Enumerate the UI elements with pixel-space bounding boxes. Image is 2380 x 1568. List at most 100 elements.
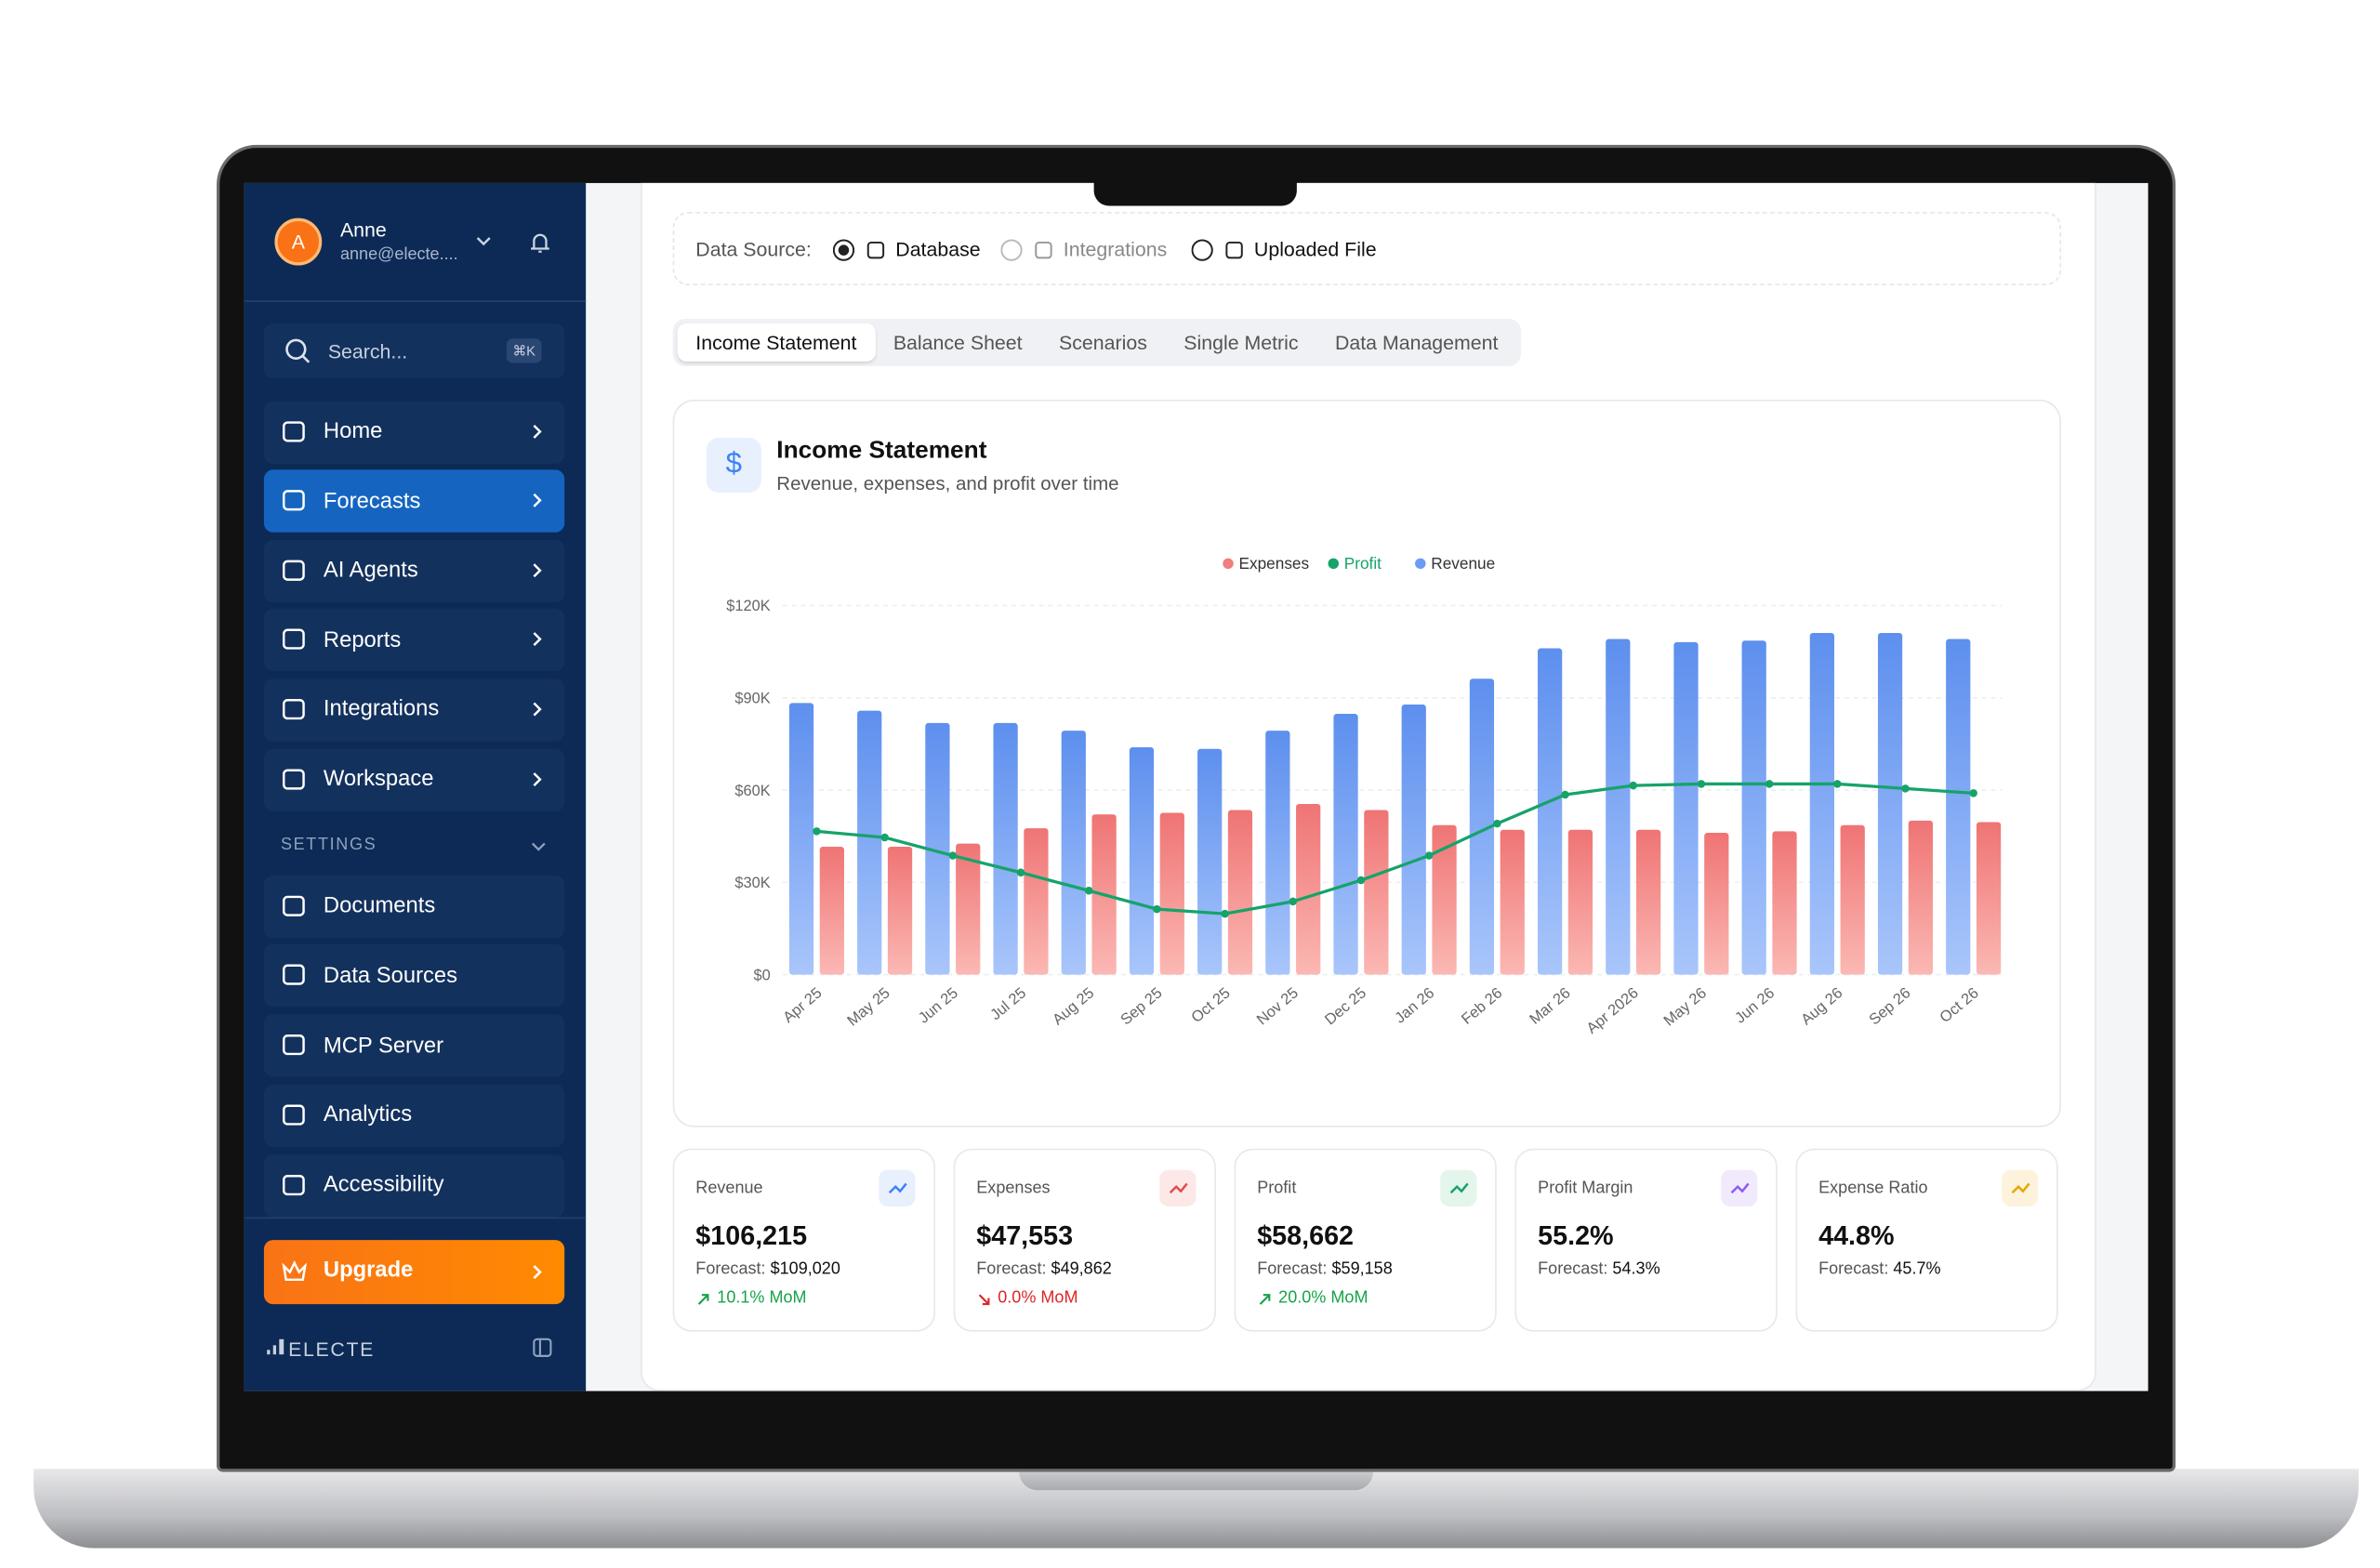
profit-point [1969, 789, 1977, 797]
data-source-option[interactable]: Database [895, 237, 981, 261]
bar [1197, 748, 1223, 975]
sidebar-toggle[interactable] [533, 1337, 554, 1359]
nav-item[interactable]: AI Agents [263, 539, 565, 602]
profit-point [1356, 876, 1366, 885]
nav-label: AI Agents [323, 558, 418, 584]
upgrade-button[interactable] [263, 1240, 565, 1305]
profit-point [1016, 868, 1025, 877]
x-tick-label: Oct 25 [1188, 984, 1234, 1026]
profit-point [1629, 781, 1637, 790]
kpi-label: Profit [1257, 1179, 1297, 1198]
data-source-option[interactable]: Integrations [1063, 237, 1168, 261]
y-tick-label: $120K [726, 598, 770, 614]
chevron [533, 771, 542, 786]
nav-item[interactable]: Workspace [263, 747, 565, 811]
icon-shape [282, 1034, 305, 1056]
profit-point [1289, 897, 1298, 906]
icon-shape [282, 768, 305, 789]
x-tick-label: Jun 25 [916, 984, 961, 1026]
data-source-option[interactable]: Uploaded File [1253, 237, 1377, 261]
nav-icon [282, 698, 305, 719]
profit-point [813, 827, 821, 836]
profit-point [1901, 784, 1910, 793]
kpi-icon [1721, 1169, 1758, 1207]
kpi-forecast: Forecast: 45.7% [1818, 1259, 1940, 1278]
kpi-forecast: Forecast: $59,158 [1257, 1259, 1393, 1278]
nav-item[interactable]: Analytics [263, 1084, 565, 1147]
x-tick-label: Sep 25 [1117, 984, 1165, 1028]
bar [819, 846, 844, 975]
kpi-card: Profit $58,662 Forecast: $59,158 20.0% MoM [1234, 1148, 1497, 1332]
nav-icon [282, 965, 305, 986]
x-tick-label: Oct 26 [1937, 984, 1982, 1026]
laptop-notch [1019, 1469, 1373, 1491]
kpi-value: 44.8% [1818, 1219, 1895, 1251]
bar [1265, 731, 1290, 975]
profit-point [1561, 790, 1569, 799]
tab[interactable]: Income Statement [677, 323, 876, 362]
bar [1296, 803, 1321, 975]
chevron [533, 702, 542, 717]
trend-arrow [978, 1294, 990, 1306]
radio[interactable] [1000, 238, 1056, 262]
option-icon [1035, 241, 1052, 259]
bar [993, 722, 1018, 975]
panel-icon: $ [706, 437, 761, 494]
nav-label: Data Sources [323, 963, 458, 989]
x-tick-label: Aug 25 [1050, 984, 1097, 1028]
radio[interactable] [832, 238, 888, 262]
kpi-change: 20.0% MoM [1278, 1288, 1368, 1308]
nav-item[interactable]: Reports [263, 609, 565, 672]
nav-item[interactable]: Forecasts [263, 469, 565, 533]
nav-item[interactable]: Integrations [263, 679, 565, 742]
nav-item[interactable]: Accessibility [263, 1153, 565, 1218]
nav-icon [282, 490, 305, 511]
chevron-path [533, 632, 542, 647]
search-icon [285, 338, 311, 363]
legend-dot [1328, 558, 1339, 570]
kpi-card: Expense Ratio 44.8% Forecast: 45.7% [1795, 1148, 2058, 1332]
x-tick-label: Nov 25 [1254, 984, 1302, 1028]
nav-item[interactable]: Data Sources [263, 944, 565, 1008]
upgrade-label: Upgrade [323, 1258, 414, 1284]
chart: $0 $30K $60K $90K $120K Expenses Profit Revenue… [726, 554, 2003, 1037]
radio[interactable] [1191, 238, 1247, 262]
nav-item[interactable]: Home [263, 400, 565, 464]
tab[interactable]: Balance Sheet [892, 331, 1023, 354]
y-tick-label: $60K [734, 783, 770, 799]
tab[interactable]: Single Metric [1183, 331, 1299, 354]
nav-item[interactable]: Documents [263, 875, 565, 938]
y-tick-label: $30K [734, 875, 770, 891]
chart-card [672, 399, 2062, 1127]
tab[interactable]: Data Management [1334, 331, 1499, 354]
bar [1024, 828, 1049, 975]
radio-ring [832, 239, 855, 261]
nav-label: MCP Server [323, 1033, 444, 1059]
chevron-path [533, 493, 542, 507]
trend-arrow [1259, 1294, 1271, 1305]
panel-subtitle: Revenue, expenses, and profit over time [776, 472, 1119, 494]
icon-shape [282, 965, 305, 986]
profit-point [880, 833, 889, 842]
profit-point [1153, 904, 1161, 914]
bar [1159, 812, 1184, 975]
avatar[interactable]: A [274, 217, 323, 266]
legend-label: Revenue [1431, 554, 1495, 573]
y-tick-label: $0 [753, 967, 770, 983]
tab[interactable]: Scenarios [1058, 331, 1147, 354]
icon-glyph [2011, 1182, 2030, 1194]
kpi-change: 10.1% MoM [717, 1288, 807, 1308]
kpi-forecast: Forecast: $49,862 [976, 1259, 1112, 1278]
bar [788, 703, 814, 975]
nav-label: Analytics [323, 1103, 413, 1128]
bar [857, 710, 882, 975]
nav-item[interactable]: MCP Server [263, 1014, 565, 1077]
tabs: Income Statement Balance Sheet Scenarios Si… [672, 318, 1522, 366]
x-tick-label: Feb 26 [1459, 984, 1506, 1028]
icon-shape [282, 628, 305, 651]
kpi-change: 0.0% MoM [998, 1288, 1078, 1308]
icon-glyph [1449, 1182, 1469, 1194]
nav-icon [282, 1034, 305, 1056]
bar [925, 722, 950, 975]
nav-icon [282, 768, 305, 789]
